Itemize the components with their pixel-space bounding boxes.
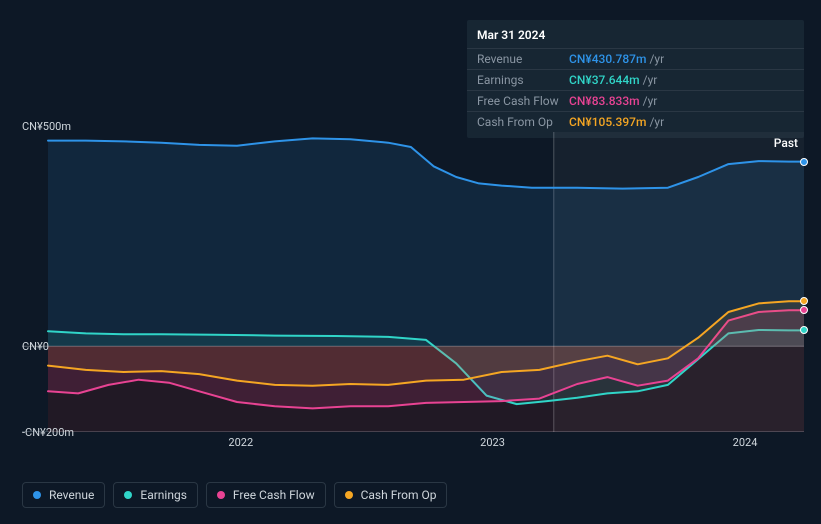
tooltip-row-unit: /yr <box>643 73 658 87</box>
tooltip-row-label: Free Cash Flow <box>477 94 569 108</box>
legend-item[interactable]: Earnings <box>113 482 198 508</box>
legend-label: Free Cash Flow <box>233 488 315 502</box>
tooltip-date: Mar 31 2024 <box>467 26 804 48</box>
y-axis-label-zero: CN¥0 <box>22 340 49 353</box>
legend-label: Earnings <box>140 488 187 502</box>
tooltip-row-value: CN¥37.644m <box>569 73 640 87</box>
x-axis-labels: 2022 2023 2024 <box>22 436 804 454</box>
legend-item[interactable]: Cash From Op <box>334 482 448 508</box>
tooltip-row-unit: /yr <box>649 52 664 66</box>
tooltip-panel: Mar 31 2024 RevenueCN¥430.787m/yrEarning… <box>467 20 804 138</box>
legend-label: Cash From Op <box>361 488 437 502</box>
legend-item[interactable]: Revenue <box>22 482 105 508</box>
tooltip-row: EarningsCN¥37.644m/yr <box>467 69 804 90</box>
tooltip-row-value: CN¥430.787m <box>569 52 646 66</box>
legend-item[interactable]: Free Cash Flow <box>206 482 326 508</box>
tooltip-row: RevenueCN¥430.787m/yr <box>467 48 804 69</box>
legend-dot-icon <box>217 491 225 499</box>
tooltip-row-unit: /yr <box>643 94 658 108</box>
tooltip-row: Free Cash FlowCN¥83.833m/yr <box>467 90 804 111</box>
x-axis-tick-label: 2023 <box>480 436 505 449</box>
x-axis-tick-label: 2022 <box>228 436 253 449</box>
tooltip-row-label: Earnings <box>477 73 569 87</box>
tooltip-row-label: Revenue <box>477 52 569 66</box>
chart-plot-area: Past CN¥0 -CN¥200m <box>22 132 804 432</box>
legend-dot-icon <box>345 491 353 499</box>
series-end-dot <box>800 297 808 305</box>
legend-dot-icon <box>124 491 132 499</box>
past-label: Past <box>774 136 798 150</box>
series-end-dot <box>800 326 808 334</box>
legend-dot-icon <box>33 491 41 499</box>
x-axis-tick-label: 2024 <box>733 436 758 449</box>
chart-legend: Revenue Earnings Free Cash Flow Cash From O… <box>22 482 447 508</box>
chart-svg <box>22 132 804 432</box>
chart-container: CN¥500m Past CN¥0 -CN¥200m 202220232024 <box>22 126 804 454</box>
series-end-dot <box>800 306 808 314</box>
legend-label: Revenue <box>49 488 94 502</box>
series-end-dot <box>800 158 808 166</box>
tooltip-row-value: CN¥83.833m <box>569 94 640 108</box>
